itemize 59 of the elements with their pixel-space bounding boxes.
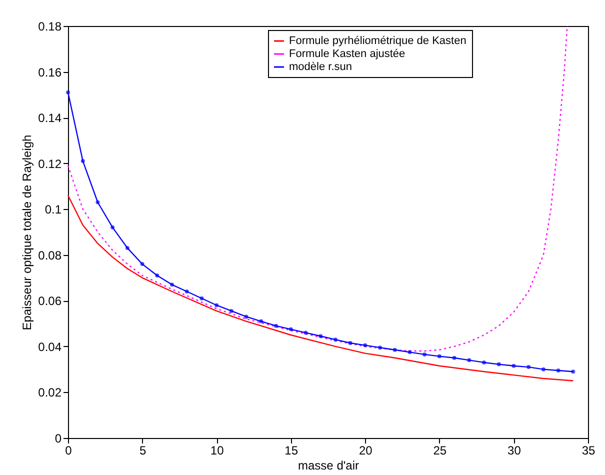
point xyxy=(467,358,472,362)
point xyxy=(408,350,412,354)
point xyxy=(333,338,338,342)
point xyxy=(96,200,100,204)
point xyxy=(392,348,397,352)
point xyxy=(140,262,144,266)
legend-label: Formule pyrhéliométrique de Kasten xyxy=(289,35,466,47)
point xyxy=(155,273,160,278)
point xyxy=(170,282,174,287)
y-tick-label: 0.08 xyxy=(38,248,62,262)
x-axis-title: masse d'air xyxy=(298,458,359,472)
y-tick-label: 0.04 xyxy=(38,340,62,354)
x-tick-label: 10 xyxy=(210,444,224,458)
x-tick-label: 30 xyxy=(508,444,522,458)
point xyxy=(496,362,501,366)
x-tick-label: 20 xyxy=(358,444,373,458)
x-tick-label: 5 xyxy=(139,444,146,458)
y-tick-label: 0.12 xyxy=(38,156,62,171)
point xyxy=(512,364,516,368)
legend-label: modèle r.sun xyxy=(289,61,352,73)
y-tick-label: 0.16 xyxy=(38,65,62,80)
point xyxy=(125,246,130,250)
point xyxy=(318,334,323,338)
line-series xyxy=(67,194,574,382)
y-tick-label: 0 xyxy=(54,432,62,446)
point xyxy=(422,352,427,356)
x-tick-label: 0 xyxy=(65,444,72,458)
point xyxy=(229,308,234,313)
point xyxy=(184,290,189,294)
point xyxy=(348,341,352,346)
point xyxy=(244,314,248,319)
point xyxy=(541,367,546,372)
y-tick-label: 0.06 xyxy=(38,294,62,308)
point xyxy=(526,365,531,370)
y-tick-label: 0.14 xyxy=(38,111,62,126)
x-tick-label: 35 xyxy=(582,444,596,458)
point xyxy=(378,346,382,350)
point xyxy=(304,330,308,335)
x-tick-label: 25 xyxy=(433,444,447,458)
y-tick-label: 0.1 xyxy=(44,202,62,217)
point xyxy=(482,360,486,364)
point xyxy=(214,303,219,308)
point xyxy=(437,354,442,358)
point xyxy=(452,356,456,360)
point xyxy=(110,225,115,230)
y-axis-title: Epaisseur optique totale de Rayleigh xyxy=(20,134,34,330)
point xyxy=(200,296,204,300)
point xyxy=(571,370,576,374)
point xyxy=(66,90,70,94)
legend-label: Formule Kasten ajustée xyxy=(289,48,406,60)
point xyxy=(363,343,368,348)
point xyxy=(556,368,560,372)
point xyxy=(288,327,293,332)
point xyxy=(274,324,278,328)
point xyxy=(259,319,264,324)
x-tick-label: 15 xyxy=(284,444,298,458)
y-tick-label: 0.02 xyxy=(38,386,62,400)
point xyxy=(80,159,85,164)
y-tick-label: 0.18 xyxy=(38,20,62,34)
